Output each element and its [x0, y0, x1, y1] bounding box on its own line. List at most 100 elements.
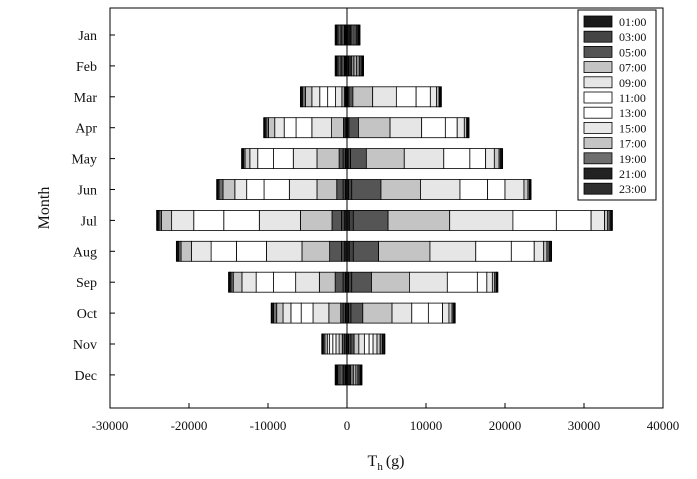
bar-segment-positive: [459, 179, 489, 200]
bar-segment-negative: [338, 333, 343, 355]
bar-segment-positive: [352, 209, 389, 231]
bar-segment-positive: [429, 86, 438, 108]
bar-segment-negative: [341, 209, 346, 231]
bar-segment-negative: [210, 240, 237, 262]
bar-segment-negative: [241, 148, 243, 170]
bar-segment-positive: [409, 271, 448, 293]
bar-segment-positive: [456, 117, 465, 139]
bar-segment-negative: [329, 240, 342, 262]
legend-label: 11:00: [619, 91, 646, 105]
legend-label: 01:00: [619, 15, 646, 29]
y-axis-label: Month: [36, 187, 53, 230]
bar-segment-negative: [290, 302, 302, 324]
bar-segment-positive: [512, 209, 557, 231]
legend-swatch: [583, 167, 613, 180]
y-axis-ticks: Jan Feb Mar Apr May Jun Jul Aug Sep Oct Nov Dec: [71, 29, 115, 384]
bar-segment-negative: [234, 179, 248, 200]
bar-segment-positive: [611, 209, 613, 231]
bar-segment-negative: [305, 86, 313, 108]
bar-segment-positive: [363, 333, 370, 355]
bar-segment-negative: [336, 179, 344, 200]
bar-segment-negative: [318, 271, 336, 293]
legend-label: 23:00: [619, 182, 646, 196]
bar-segment-negative: [295, 271, 320, 293]
bar-segment-negative: [218, 179, 224, 200]
bar-segment-positive: [352, 240, 380, 262]
y-tick-label: Jul: [81, 214, 97, 229]
bar-segment-negative: [334, 55, 337, 77]
bar-segment-positive: [427, 302, 443, 324]
bar-segment-positive: [533, 240, 545, 262]
bar-segment-negative: [244, 148, 251, 170]
bar-segment-negative: [267, 117, 276, 139]
bar-segment-positive: [348, 271, 353, 293]
x-axis-label-sub: h: [377, 461, 383, 473]
bar-segment-negative: [299, 209, 333, 231]
bar-segment-positive: [368, 333, 374, 355]
bar-segment-positive: [543, 240, 548, 262]
bar-segment-negative: [312, 302, 330, 324]
x-axis-label: Th (g): [368, 453, 405, 473]
x-axis-label-main: T: [368, 453, 378, 470]
bar-segment-negative: [249, 148, 259, 170]
legend-swatch: [583, 106, 613, 119]
bar-segment-negative: [288, 179, 318, 200]
x-tick-label: -10000: [250, 418, 287, 433]
bar-segment-positive: [383, 333, 386, 355]
legend-label: 19:00: [619, 152, 646, 166]
bar-segment-positive: [421, 117, 446, 139]
bar-segment-negative: [263, 179, 290, 200]
bar-segment-positive: [387, 209, 451, 231]
bar-segment-positive: [467, 117, 470, 139]
bar-segment-positive: [353, 333, 360, 355]
bar-segment-positive: [476, 271, 488, 293]
bar-segment-positive: [372, 86, 397, 108]
legend-label: 03:00: [619, 30, 646, 44]
bar-segment-negative: [223, 209, 260, 231]
bar-segment-negative: [263, 117, 265, 139]
bar-segment-negative: [266, 240, 303, 262]
bar-segment-negative: [276, 302, 284, 324]
bar-segment-positive: [411, 302, 429, 324]
x-axis-label-unit: (g): [386, 453, 405, 470]
bar-segment-negative: [301, 240, 331, 262]
bar-segment-positive: [389, 117, 423, 139]
bar-segment-negative: [295, 117, 313, 139]
legend-label: 09:00: [619, 76, 646, 90]
bar-segment-negative: [335, 86, 343, 108]
bar-segment-positive: [348, 240, 354, 262]
bar-segment-negative: [328, 302, 342, 324]
bar-segment-positive: [358, 117, 391, 139]
bar-segment-negative: [316, 179, 338, 200]
bar-segment-negative: [222, 179, 236, 200]
bar-segment-positive: [371, 271, 410, 293]
y-tick-label: Apr: [75, 122, 97, 137]
bar-segment-negative: [319, 86, 329, 108]
bar-segment-positive: [350, 333, 355, 355]
y-tick-label: May: [71, 153, 97, 168]
bar-segment-negative: [193, 209, 225, 231]
bar-segment-positive: [358, 24, 361, 46]
bar-segment-positive: [429, 240, 477, 262]
bar-segment-negative: [329, 333, 334, 355]
bar-segment-negative: [273, 148, 294, 170]
legend-swatch: [583, 46, 613, 58]
bar-segment-negative: [334, 364, 337, 386]
bar-segment-positive: [348, 179, 353, 200]
bar-segment-positive: [360, 364, 363, 386]
bar-segment-negative: [216, 179, 218, 200]
y-tick-label: Jun: [78, 184, 97, 199]
bar-segment-negative: [228, 271, 230, 293]
bar-segment-negative: [156, 209, 158, 231]
bar-segment-negative: [175, 240, 178, 262]
bar-segment-negative: [273, 271, 297, 293]
bar-segment-negative: [331, 209, 342, 231]
bar-segment-positive: [550, 240, 553, 262]
legend-label: 21:00: [619, 167, 646, 181]
bar-segment-positive: [442, 302, 450, 324]
bar-segment-negative: [257, 148, 274, 170]
y-tick-label: Oct: [77, 307, 97, 322]
x-tick-label: 10000: [410, 418, 443, 433]
bar-segment-positive: [555, 209, 592, 231]
